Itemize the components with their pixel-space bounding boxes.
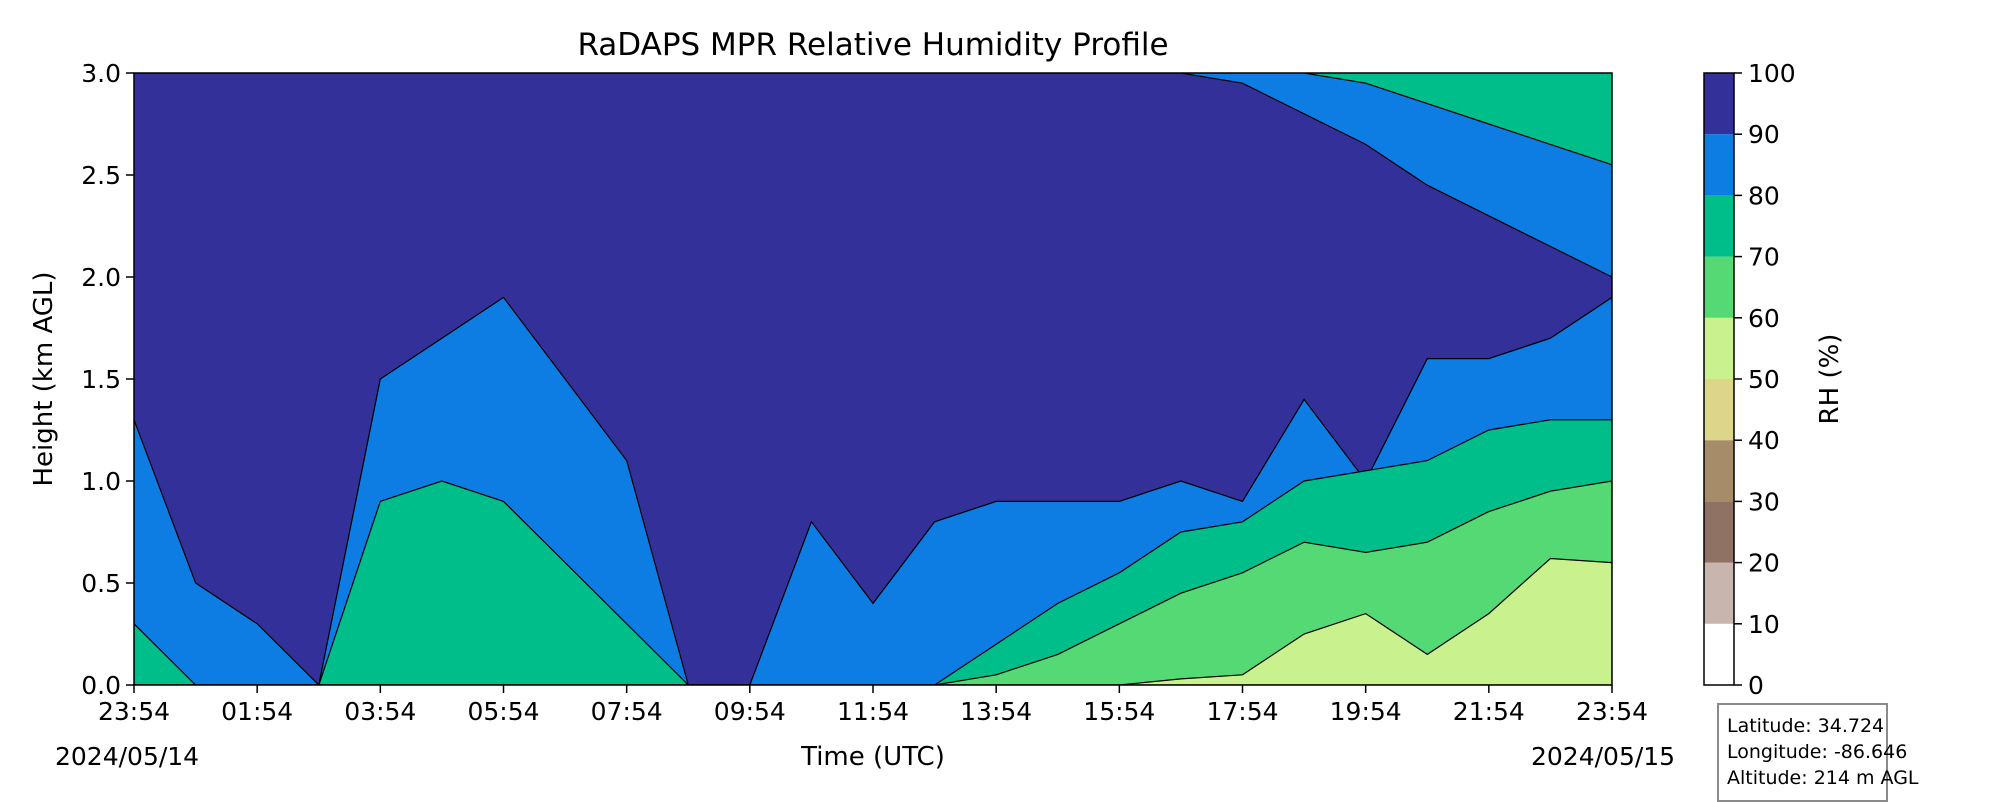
colorbar-tick-label: 10	[1748, 610, 1780, 639]
colorbar-segment	[1704, 440, 1734, 502]
rh-bands	[134, 73, 1612, 685]
colorbar-segment	[1704, 501, 1734, 563]
end-date-label: 2024/05/15	[1531, 742, 1675, 771]
y-tick-label: 3.0	[81, 59, 121, 88]
y-tick-label: 1.5	[81, 365, 121, 394]
colorbar-tick-label: 100	[1748, 59, 1796, 88]
x-axis: 23:54 01:54 03:54 05:54 07:54 09:54 11:54 13:54…	[98, 685, 1648, 726]
y-axis-label: Height (km AGL)	[29, 271, 59, 486]
x-tick-label: 03:54	[344, 697, 416, 726]
colorbar-segment	[1704, 317, 1734, 379]
colorbar-tick-label: 30	[1748, 487, 1780, 516]
y-tick-label: 2.0	[81, 263, 121, 292]
colorbar: 0 10 20 30 40 50 60 70 80 90 100	[1703, 59, 1796, 700]
colorbar-tick-label: 20	[1748, 549, 1780, 578]
x-tick-label: 07:54	[591, 697, 663, 726]
colorbar-segment	[1704, 256, 1734, 318]
y-tick-label: 0.5	[81, 569, 121, 598]
colorbar-segment	[1704, 73, 1734, 135]
x-tick-label: 21:54	[1453, 697, 1525, 726]
colorbar-segment	[1704, 134, 1734, 196]
x-tick-label: 23:54	[98, 697, 170, 726]
y-tick-label: 0.0	[81, 671, 121, 700]
colorbar-tick-label: 40	[1748, 426, 1780, 455]
x-tick-label: 23:54	[1576, 697, 1648, 726]
band-70-80-upper	[1300, 73, 1612, 166]
colorbar-tick-label: 60	[1748, 304, 1780, 333]
y-tick-label: 2.5	[81, 161, 121, 190]
latitude-text: Latitude: 34.724	[1727, 715, 1885, 737]
x-tick-label: 17:54	[1206, 697, 1278, 726]
chart-title: RaDAPS MPR Relative Humidity Profile	[577, 27, 1168, 63]
colorbar-segment	[1704, 562, 1734, 624]
altitude-text: Altitude: 214 m AGL	[1727, 767, 1919, 789]
start-date-label: 2024/05/14	[55, 742, 199, 771]
colorbar-tick-label: 70	[1748, 243, 1780, 272]
x-tick-label: 05:54	[467, 697, 539, 726]
y-tick-label: 1.0	[81, 467, 121, 496]
x-tick-label: 09:54	[714, 697, 786, 726]
colorbar-tick-label: 50	[1748, 365, 1780, 394]
colorbar-segment	[1704, 623, 1734, 685]
colorbar-segment	[1704, 195, 1734, 257]
x-tick-label: 11:54	[837, 697, 909, 726]
colorbar-tick-label: 0	[1748, 671, 1764, 700]
band-60-70-lower	[134, 480, 1612, 685]
longitude-text: Longitude: -86.646	[1727, 741, 1908, 763]
x-axis-label: Time (UTC)	[800, 742, 945, 772]
colorbar-label: RH (%)	[1815, 334, 1845, 425]
colorbar-segment	[1704, 379, 1734, 441]
x-tick-label: 13:54	[960, 697, 1032, 726]
colorbar-tick-label: 80	[1748, 181, 1780, 210]
y-axis: 0.0 0.5 1.0 1.5 2.0 2.5 3.0	[81, 59, 134, 700]
x-tick-label: 01:54	[221, 697, 293, 726]
station-info-box: Latitude: 34.724 Longitude: -86.646 Alti…	[1717, 703, 1919, 802]
x-tick-label: 19:54	[1330, 697, 1402, 726]
x-tick-label: 15:54	[1083, 697, 1155, 726]
plot-area	[134, 73, 1612, 685]
colorbar-tick-label: 90	[1748, 120, 1780, 149]
band-50-60-lower	[134, 557, 1612, 685]
